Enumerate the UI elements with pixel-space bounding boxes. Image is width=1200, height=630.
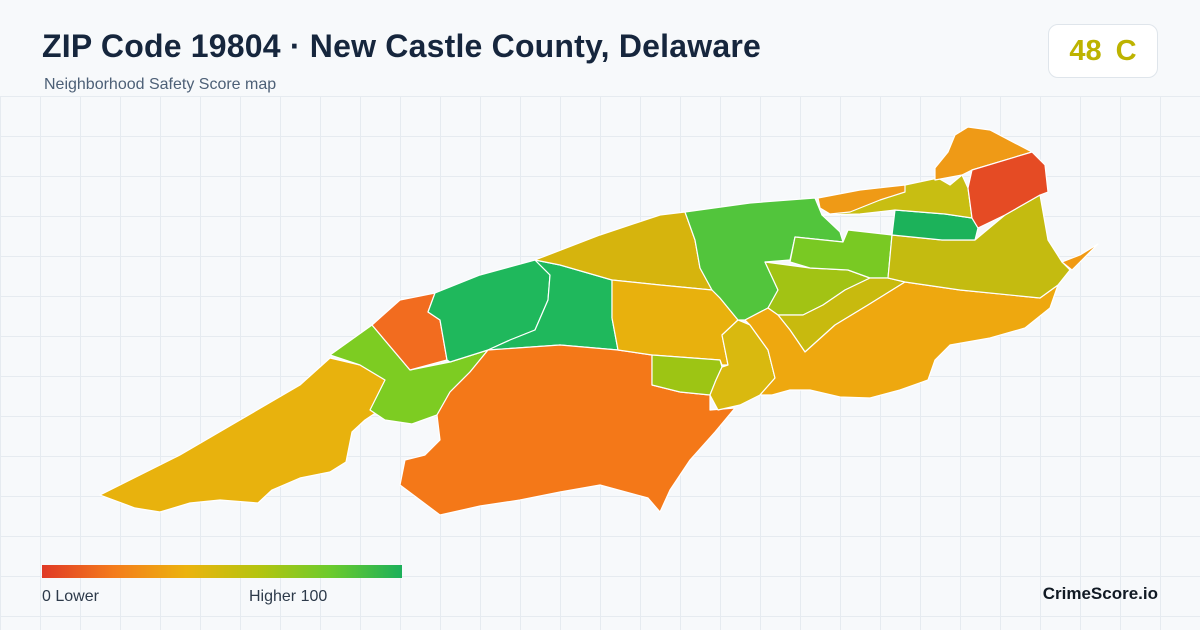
map-region-west-tail[interactable] bbox=[99, 357, 386, 513]
map-region-top-orange[interactable] bbox=[934, 126, 1033, 181]
legend-min-label: 0 Lower bbox=[42, 588, 99, 605]
score-value: 48 bbox=[1069, 34, 1102, 67]
map-region-top-red[interactable] bbox=[967, 151, 1049, 229]
page-subtitle: Neighborhood Safety Score map bbox=[44, 76, 277, 93]
map-region-north-orange[interactable] bbox=[817, 184, 906, 215]
legend-color-bar bbox=[42, 565, 402, 578]
map-region-east-large-orange[interactable] bbox=[744, 281, 1059, 399]
brand-logo[interactable]: CrimeScore.io bbox=[1042, 584, 1158, 603]
legend-max-label: Higher 100 bbox=[249, 588, 328, 605]
map-region-east-edge-orange[interactable] bbox=[1061, 243, 1099, 271]
page-title: ZIP Code 19804 · New Castle County, Dela… bbox=[42, 28, 761, 64]
safety-score-badge: 48 C bbox=[1048, 24, 1158, 78]
score-grade: C bbox=[1115, 34, 1137, 67]
